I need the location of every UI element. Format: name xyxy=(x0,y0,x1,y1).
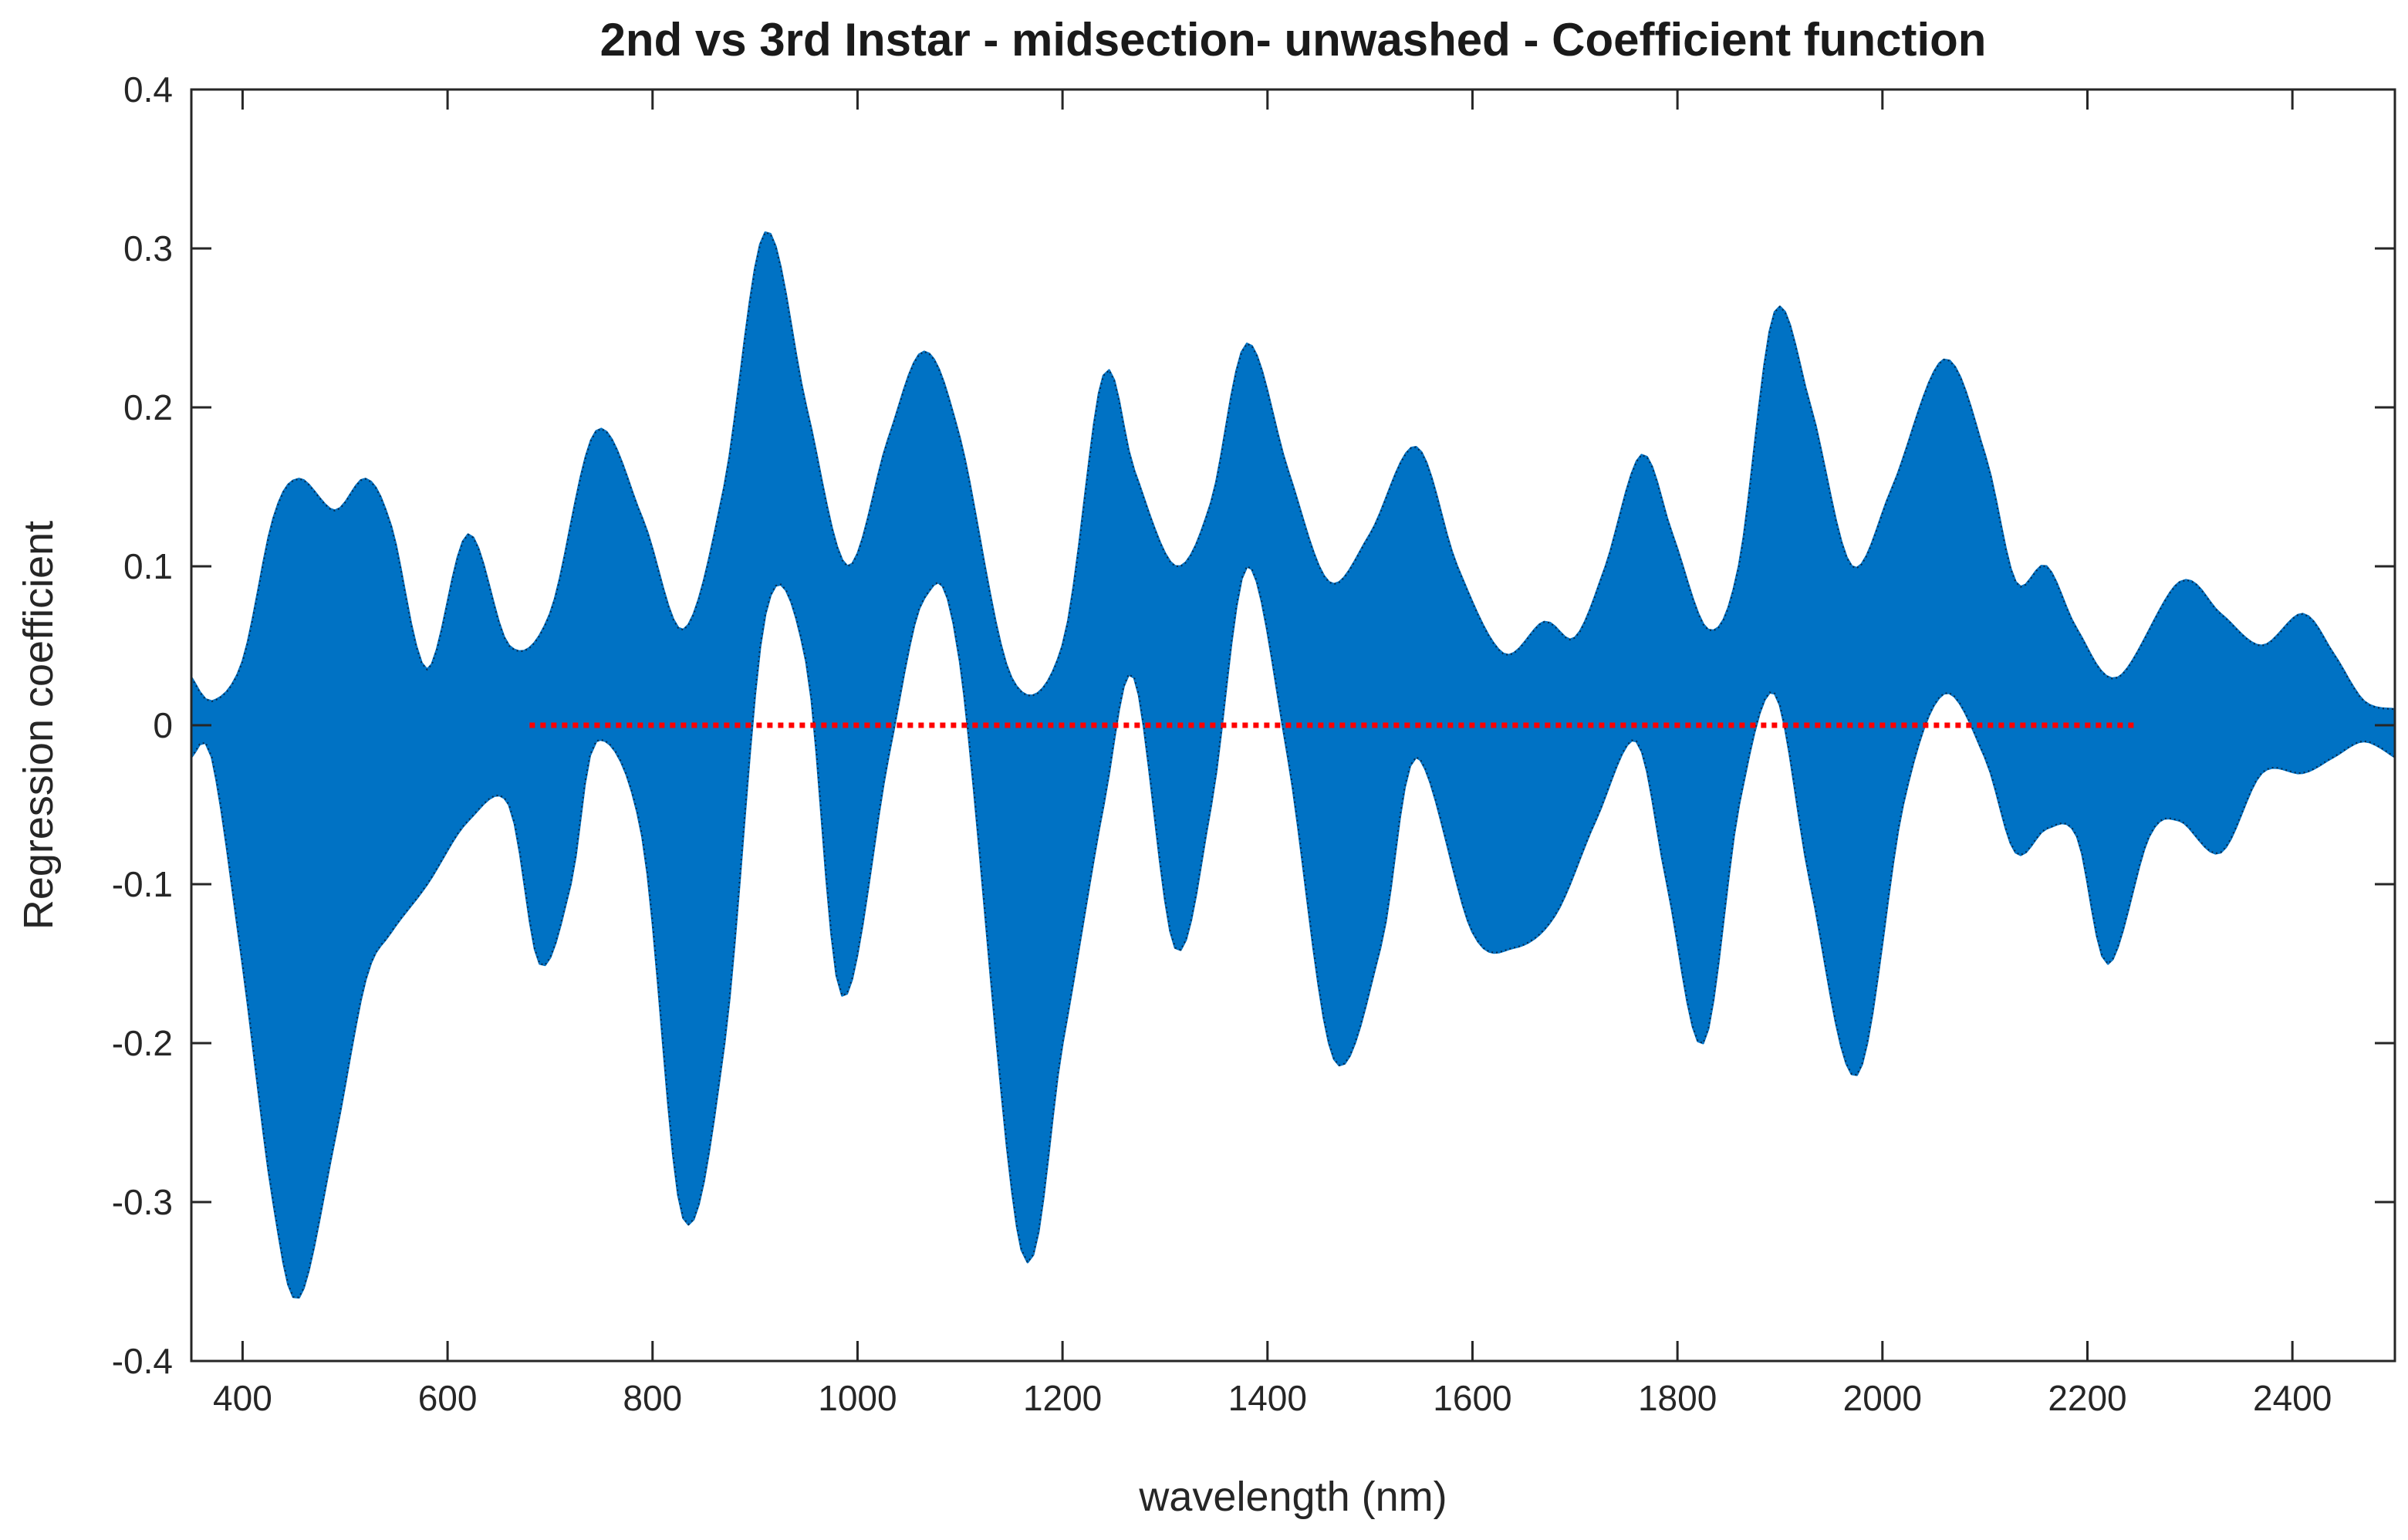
y-tick-label: -0.2 xyxy=(112,1023,173,1063)
x-tick-label: 2200 xyxy=(2048,1378,2126,1418)
y-tick-label: -0.3 xyxy=(112,1182,173,1222)
x-tick-label: 400 xyxy=(213,1378,272,1418)
y-tick-label: 0.1 xyxy=(123,546,173,586)
upper-envelope-line xyxy=(191,231,2396,711)
y-tick-label: -0.4 xyxy=(112,1341,173,1381)
y-tick-label: 0.3 xyxy=(123,228,173,268)
axis-ticks: 400 600 800 1000 1200 1400 1600 1800 2000 2200 240… xyxy=(112,69,2395,1418)
x-tick-label: 1800 xyxy=(1638,1378,1717,1418)
x-tick-label: 2400 xyxy=(2253,1378,2332,1418)
x-axis-label: wavelength (nm) xyxy=(1138,1474,1447,1520)
x-tick-label: 800 xyxy=(623,1378,682,1418)
x-tick-label: 1200 xyxy=(1023,1378,1102,1418)
y-tick-label: -0.1 xyxy=(112,864,173,904)
y-tick-label: 0.4 xyxy=(123,69,173,110)
x-tick-label: 2000 xyxy=(1843,1378,1922,1418)
x-tick-label: 600 xyxy=(418,1378,478,1418)
x-tick-label: 1600 xyxy=(1433,1378,1511,1418)
y-axis-label: Regression coefficient xyxy=(15,521,62,930)
chart-title: 2nd vs 3rd Instar - midsection- unwashed… xyxy=(600,14,1987,66)
x-tick-label: 1400 xyxy=(1228,1378,1307,1418)
y-tick-label: 0 xyxy=(153,705,173,745)
lower-envelope-line xyxy=(191,565,2396,1299)
y-tick-label: 0.2 xyxy=(123,387,173,427)
x-tick-label: 1000 xyxy=(818,1378,897,1418)
